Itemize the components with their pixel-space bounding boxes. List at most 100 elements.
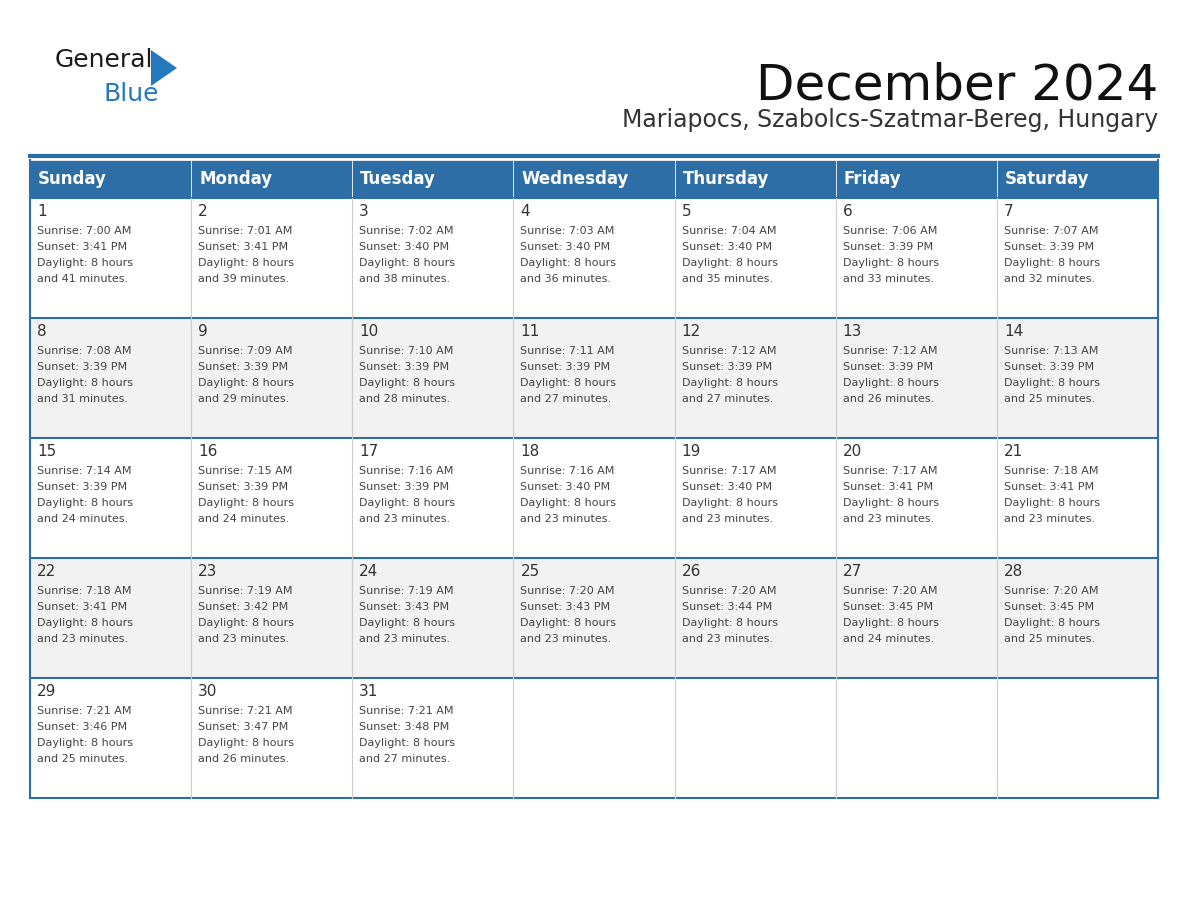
Text: and 24 minutes.: and 24 minutes. xyxy=(198,514,290,524)
Text: Daylight: 8 hours: Daylight: 8 hours xyxy=(359,618,455,628)
Text: Sunrise: 7:16 AM: Sunrise: 7:16 AM xyxy=(520,466,615,476)
Text: Sunset: 3:41 PM: Sunset: 3:41 PM xyxy=(1004,482,1094,492)
Text: Sunset: 3:47 PM: Sunset: 3:47 PM xyxy=(198,722,289,732)
Text: Daylight: 8 hours: Daylight: 8 hours xyxy=(842,258,939,268)
Text: 12: 12 xyxy=(682,324,701,339)
Bar xyxy=(30,318,191,438)
Text: Daylight: 8 hours: Daylight: 8 hours xyxy=(359,378,455,388)
Text: Sunset: 3:40 PM: Sunset: 3:40 PM xyxy=(682,242,772,252)
Bar xyxy=(191,438,353,558)
Bar xyxy=(675,678,835,798)
Text: Sunrise: 7:19 AM: Sunrise: 7:19 AM xyxy=(198,586,292,596)
Text: Sunrise: 7:15 AM: Sunrise: 7:15 AM xyxy=(198,466,292,476)
Bar xyxy=(997,558,1158,678)
Text: 16: 16 xyxy=(198,444,217,459)
Text: 9: 9 xyxy=(198,324,208,339)
Text: and 23 minutes.: and 23 minutes. xyxy=(359,514,450,524)
Text: Sunrise: 7:21 AM: Sunrise: 7:21 AM xyxy=(359,706,454,716)
Text: 15: 15 xyxy=(37,444,56,459)
Text: 6: 6 xyxy=(842,204,853,219)
Text: Sunset: 3:39 PM: Sunset: 3:39 PM xyxy=(37,362,127,372)
Text: Daylight: 8 hours: Daylight: 8 hours xyxy=(1004,378,1100,388)
Text: 8: 8 xyxy=(37,324,46,339)
Text: and 24 minutes.: and 24 minutes. xyxy=(37,514,128,524)
Text: Daylight: 8 hours: Daylight: 8 hours xyxy=(359,738,455,748)
Bar xyxy=(675,160,835,198)
Bar xyxy=(353,438,513,558)
Text: Sunset: 3:39 PM: Sunset: 3:39 PM xyxy=(198,362,289,372)
Text: Daylight: 8 hours: Daylight: 8 hours xyxy=(37,498,133,508)
Text: Thursday: Thursday xyxy=(683,170,769,188)
Text: Sunset: 3:39 PM: Sunset: 3:39 PM xyxy=(198,482,289,492)
Text: 13: 13 xyxy=(842,324,862,339)
Bar xyxy=(353,558,513,678)
Text: and 31 minutes.: and 31 minutes. xyxy=(37,394,128,404)
Text: Sunset: 3:39 PM: Sunset: 3:39 PM xyxy=(359,362,449,372)
Text: and 35 minutes.: and 35 minutes. xyxy=(682,274,772,284)
Bar xyxy=(191,678,353,798)
Text: Daylight: 8 hours: Daylight: 8 hours xyxy=(198,258,295,268)
Text: Sunrise: 7:04 AM: Sunrise: 7:04 AM xyxy=(682,226,776,236)
Text: Sunrise: 7:13 AM: Sunrise: 7:13 AM xyxy=(1004,346,1098,356)
Text: 2: 2 xyxy=(198,204,208,219)
Text: Sunday: Sunday xyxy=(38,170,107,188)
Text: and 38 minutes.: and 38 minutes. xyxy=(359,274,450,284)
Text: Tuesday: Tuesday xyxy=(360,170,436,188)
Text: Daylight: 8 hours: Daylight: 8 hours xyxy=(359,498,455,508)
Text: 11: 11 xyxy=(520,324,539,339)
Text: Monday: Monday xyxy=(200,170,272,188)
Text: and 29 minutes.: and 29 minutes. xyxy=(198,394,290,404)
Bar xyxy=(675,558,835,678)
Text: Sunrise: 7:09 AM: Sunrise: 7:09 AM xyxy=(198,346,292,356)
Text: Sunrise: 7:20 AM: Sunrise: 7:20 AM xyxy=(682,586,776,596)
Text: Sunrise: 7:01 AM: Sunrise: 7:01 AM xyxy=(198,226,292,236)
Text: Daylight: 8 hours: Daylight: 8 hours xyxy=(1004,258,1100,268)
Text: and 36 minutes.: and 36 minutes. xyxy=(520,274,612,284)
Text: 25: 25 xyxy=(520,564,539,579)
Text: Sunrise: 7:12 AM: Sunrise: 7:12 AM xyxy=(842,346,937,356)
Text: Daylight: 8 hours: Daylight: 8 hours xyxy=(37,738,133,748)
Bar xyxy=(353,160,513,198)
Text: Daylight: 8 hours: Daylight: 8 hours xyxy=(37,618,133,628)
Text: and 23 minutes.: and 23 minutes. xyxy=(520,634,612,644)
Text: 26: 26 xyxy=(682,564,701,579)
Text: and 26 minutes.: and 26 minutes. xyxy=(198,754,289,764)
Text: Sunset: 3:39 PM: Sunset: 3:39 PM xyxy=(1004,242,1094,252)
Text: and 23 minutes.: and 23 minutes. xyxy=(1004,514,1095,524)
Text: Sunrise: 7:20 AM: Sunrise: 7:20 AM xyxy=(520,586,615,596)
Text: Sunrise: 7:03 AM: Sunrise: 7:03 AM xyxy=(520,226,615,236)
Bar xyxy=(191,318,353,438)
Text: Sunset: 3:41 PM: Sunset: 3:41 PM xyxy=(842,482,933,492)
Text: Daylight: 8 hours: Daylight: 8 hours xyxy=(842,618,939,628)
Text: Daylight: 8 hours: Daylight: 8 hours xyxy=(198,618,295,628)
Text: Daylight: 8 hours: Daylight: 8 hours xyxy=(842,498,939,508)
Bar xyxy=(513,160,675,198)
Text: Mariapocs, Szabolcs-Szatmar-Bereg, Hungary: Mariapocs, Szabolcs-Szatmar-Bereg, Hunga… xyxy=(621,108,1158,132)
Bar xyxy=(835,198,997,318)
Text: Sunrise: 7:17 AM: Sunrise: 7:17 AM xyxy=(682,466,776,476)
Text: 27: 27 xyxy=(842,564,862,579)
Text: December 2024: December 2024 xyxy=(756,62,1158,110)
Text: Sunrise: 7:20 AM: Sunrise: 7:20 AM xyxy=(1004,586,1099,596)
Text: Sunset: 3:39 PM: Sunset: 3:39 PM xyxy=(37,482,127,492)
Bar xyxy=(191,198,353,318)
Bar xyxy=(675,198,835,318)
Bar xyxy=(513,438,675,558)
Text: and 41 minutes.: and 41 minutes. xyxy=(37,274,128,284)
Text: Sunset: 3:39 PM: Sunset: 3:39 PM xyxy=(1004,362,1094,372)
Bar xyxy=(997,198,1158,318)
Text: Sunrise: 7:20 AM: Sunrise: 7:20 AM xyxy=(842,586,937,596)
Text: Daylight: 8 hours: Daylight: 8 hours xyxy=(37,378,133,388)
Text: Sunrise: 7:19 AM: Sunrise: 7:19 AM xyxy=(359,586,454,596)
Bar xyxy=(191,558,353,678)
Text: 10: 10 xyxy=(359,324,379,339)
Bar xyxy=(835,558,997,678)
Polygon shape xyxy=(151,50,177,86)
Text: Sunrise: 7:21 AM: Sunrise: 7:21 AM xyxy=(198,706,292,716)
Text: and 23 minutes.: and 23 minutes. xyxy=(198,634,289,644)
Text: Sunset: 3:39 PM: Sunset: 3:39 PM xyxy=(682,362,772,372)
Text: 4: 4 xyxy=(520,204,530,219)
Text: 24: 24 xyxy=(359,564,379,579)
Bar xyxy=(835,318,997,438)
Text: and 32 minutes.: and 32 minutes. xyxy=(1004,274,1095,284)
